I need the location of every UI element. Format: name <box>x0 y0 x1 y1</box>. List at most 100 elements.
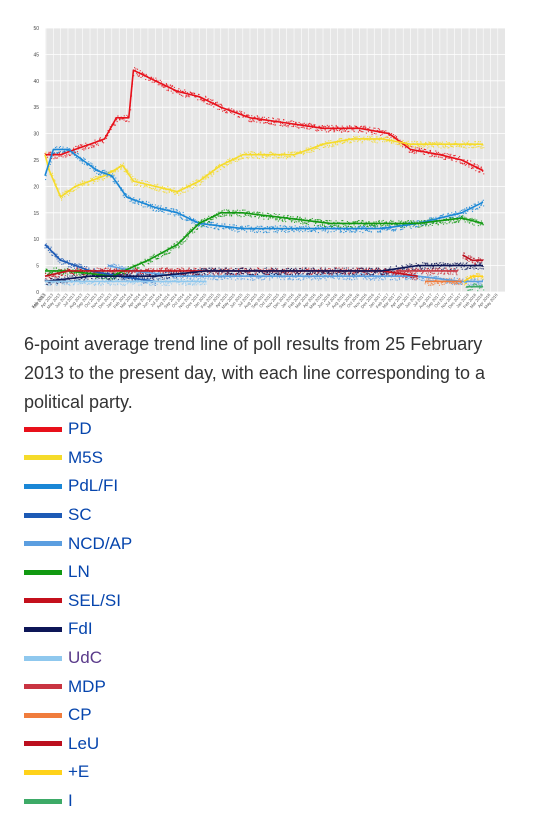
poll-point-ncd-ap <box>303 277 305 279</box>
poll-point-sel-si <box>147 268 149 270</box>
poll-point-sel-si <box>277 268 279 270</box>
poll-point-sel-si <box>66 269 68 271</box>
poll-point-sel-si <box>136 269 138 271</box>
poll-point-ln <box>102 278 104 280</box>
poll-point-pd <box>388 134 390 137</box>
poll-point-ln <box>429 223 431 226</box>
poll-point-ln <box>401 225 404 228</box>
poll-point-sel-si <box>268 268 270 270</box>
poll-point-pdl-fi <box>113 175 115 177</box>
poll-point-pdl-fi <box>252 229 255 231</box>
poll-point-pdl-fi <box>363 226 365 228</box>
poll-point-pdl-fi <box>311 230 313 232</box>
poll-point-m5s <box>200 182 202 184</box>
poll-point-pd <box>216 103 218 105</box>
poll-point-ln <box>318 218 320 221</box>
poll-point-ln <box>237 215 239 217</box>
poll-point-pdl-fi <box>237 228 239 230</box>
poll-point-ncd-ap <box>217 279 219 281</box>
poll-point-m5s <box>247 158 249 160</box>
poll-point-m5s <box>171 190 173 192</box>
poll-point-m5s <box>307 151 309 153</box>
poll-point-sel-si <box>162 271 164 274</box>
poll-point-pdl-fi <box>213 227 215 230</box>
poll-point-ln <box>456 221 458 223</box>
poll-point-pd <box>449 155 451 157</box>
poll-point-sc <box>61 263 63 265</box>
poll-point-ln <box>247 214 249 217</box>
poll-point-ncd-ap <box>476 282 478 284</box>
poll-point-pdl-fi <box>255 226 257 228</box>
poll-point-ncd-ap <box>395 279 397 281</box>
poll-point-pd <box>233 110 235 112</box>
poll-point-pdl-fi <box>379 230 381 232</box>
poll-point-sc <box>62 263 64 265</box>
poll-point-pd <box>263 116 265 118</box>
poll-point-sc <box>73 267 76 269</box>
poll-point-m5s <box>242 157 244 159</box>
poll-point-ncd-ap <box>300 273 302 275</box>
poll-point-m5s <box>324 145 326 147</box>
poll-point-ln <box>187 236 189 238</box>
poll-point-ln <box>296 215 299 218</box>
poll-point-m5s <box>209 170 211 172</box>
poll-point-pdl-fi <box>200 223 202 225</box>
poll-point-ln <box>177 245 179 247</box>
poll-point-m5s <box>196 179 198 181</box>
poll-point-pdl-fi <box>381 226 383 229</box>
poll-point-pdl-fi <box>323 229 325 231</box>
poll-point-pd <box>190 92 193 94</box>
poll-point-sel-si <box>107 267 109 269</box>
poll-point-pdl-fi <box>451 212 453 214</box>
poll-point-pdl-fi <box>113 181 115 183</box>
poll-point-pdl-fi <box>354 228 356 230</box>
poll-point-pd <box>270 122 272 124</box>
poll-point-ncd-ap <box>229 276 231 278</box>
poll-point-ncd-ap <box>435 279 437 281</box>
poll-point-m5s <box>98 179 100 181</box>
poll-point-sc <box>106 277 108 279</box>
poll-point-pd <box>380 134 382 137</box>
poll-point-pd <box>256 121 258 123</box>
poll-point-pd <box>83 149 85 151</box>
poll-point-ln <box>221 215 223 218</box>
poll-point-m5s <box>386 136 388 138</box>
poll-point-pd <box>441 157 443 159</box>
poll-point-m5s <box>196 185 198 187</box>
poll-point-pd <box>221 108 223 110</box>
poll-point-sel-si <box>48 272 50 274</box>
poll-point-pd <box>81 148 83 150</box>
poll-point-ln <box>155 258 157 260</box>
poll-point-ln <box>407 220 409 222</box>
poll-point-m5s <box>310 151 312 153</box>
poll-point-pd <box>429 150 431 152</box>
poll-point-pdl-fi <box>130 199 132 201</box>
poll-point-pd <box>367 128 369 130</box>
poll-point-pdl-fi <box>392 228 394 231</box>
poll-point-pd <box>277 118 279 120</box>
poll-point-ncd-ap <box>354 273 357 275</box>
poll-point-ln <box>192 227 194 229</box>
poll-point-m5s <box>216 171 218 173</box>
poll-point-sc <box>59 262 61 264</box>
poll-point-m5s <box>322 146 324 149</box>
poll-point-m5s <box>328 146 330 148</box>
poll-point-ln <box>362 220 364 222</box>
poll-point-sel-si <box>51 275 53 278</box>
poll-point-pdl-fi <box>425 224 427 226</box>
poll-point-ncd-ap <box>283 279 285 281</box>
poll-point-pdl-fi <box>76 152 79 154</box>
poll-point-m5s <box>241 157 243 159</box>
poll-point-ncd-ap <box>317 279 320 281</box>
poll-point-m5s <box>236 160 238 162</box>
poll-point-m5s <box>174 193 176 195</box>
poll-point-ncd-ap <box>156 274 158 276</box>
poll-point-m5s <box>420 145 422 147</box>
poll-point-pd <box>295 122 297 124</box>
poll-point-ncd-ap <box>137 274 139 276</box>
poll-point-m5s <box>431 145 433 147</box>
poll-point-ln <box>435 219 437 221</box>
poll-point-sel-si <box>285 273 287 275</box>
y-tick-label: 0 <box>36 290 39 296</box>
poll-point-ncd-ap <box>303 278 305 280</box>
